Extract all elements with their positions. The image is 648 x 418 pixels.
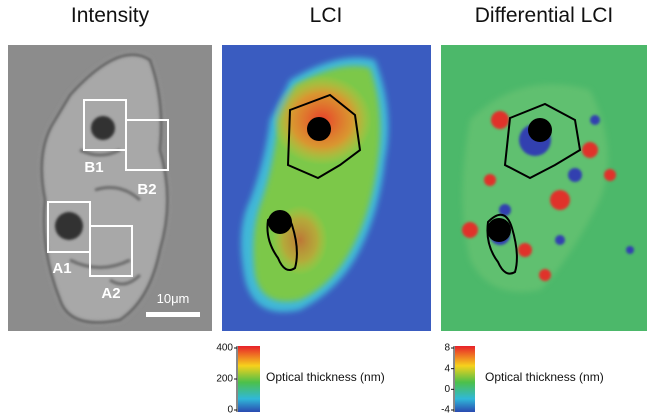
image-detail bbox=[539, 269, 551, 281]
image-detail bbox=[91, 116, 115, 140]
image-detail bbox=[518, 243, 532, 257]
image-detail bbox=[550, 190, 570, 210]
image-detail bbox=[55, 212, 83, 240]
image-detail bbox=[568, 168, 582, 182]
image-detail bbox=[604, 169, 616, 181]
region-label: A1 bbox=[52, 260, 71, 277]
colorbar-tick-label: 0 bbox=[227, 405, 233, 416]
region-label: B1 bbox=[84, 159, 103, 176]
colorbar bbox=[455, 346, 475, 412]
image-detail bbox=[487, 218, 511, 242]
figure: Intensity LCI Differential LCI B1 B2 A1 … bbox=[0, 0, 648, 418]
colorbar-label: Optical thickness (nm) bbox=[266, 370, 385, 384]
scale-bar-label: 10μm bbox=[157, 291, 190, 306]
colorbar-tick-label: 8 bbox=[444, 343, 450, 354]
image-detail bbox=[590, 115, 600, 125]
image-detail bbox=[555, 235, 565, 245]
colorbar bbox=[238, 346, 260, 412]
page: {"panels": [ {"title": "Intensity", "lab… bbox=[0, 0, 648, 418]
colorbar-tick-label: -4 bbox=[441, 405, 450, 416]
image-detail bbox=[268, 210, 292, 234]
panel-title: Differential LCI bbox=[475, 4, 614, 27]
image-detail bbox=[146, 312, 200, 317]
image-detail bbox=[462, 222, 478, 238]
image-detail bbox=[484, 174, 496, 186]
colorbar-tick-label: 0 bbox=[444, 384, 450, 395]
panel-title: LCI bbox=[310, 4, 343, 27]
differential-lci-image bbox=[441, 45, 647, 331]
panel-title: Intensity bbox=[71, 4, 150, 27]
colorbar-tick-label: 200 bbox=[216, 374, 233, 385]
region-label: A2 bbox=[101, 285, 120, 302]
image-detail bbox=[626, 246, 634, 254]
body: Intensity LCI Differential LCI B1 B2 A1 … bbox=[0, 0, 648, 418]
colorbar-tick-label: 4 bbox=[444, 363, 450, 374]
colorbar-label: Optical thickness (nm) bbox=[485, 370, 604, 384]
image-detail bbox=[528, 118, 552, 142]
image-detail bbox=[491, 111, 509, 129]
lci-image bbox=[222, 45, 431, 331]
image-detail bbox=[307, 117, 331, 141]
colorbar-tick-label: 400 bbox=[216, 343, 233, 354]
image-detail bbox=[582, 142, 598, 158]
region-label: B2 bbox=[137, 181, 156, 198]
